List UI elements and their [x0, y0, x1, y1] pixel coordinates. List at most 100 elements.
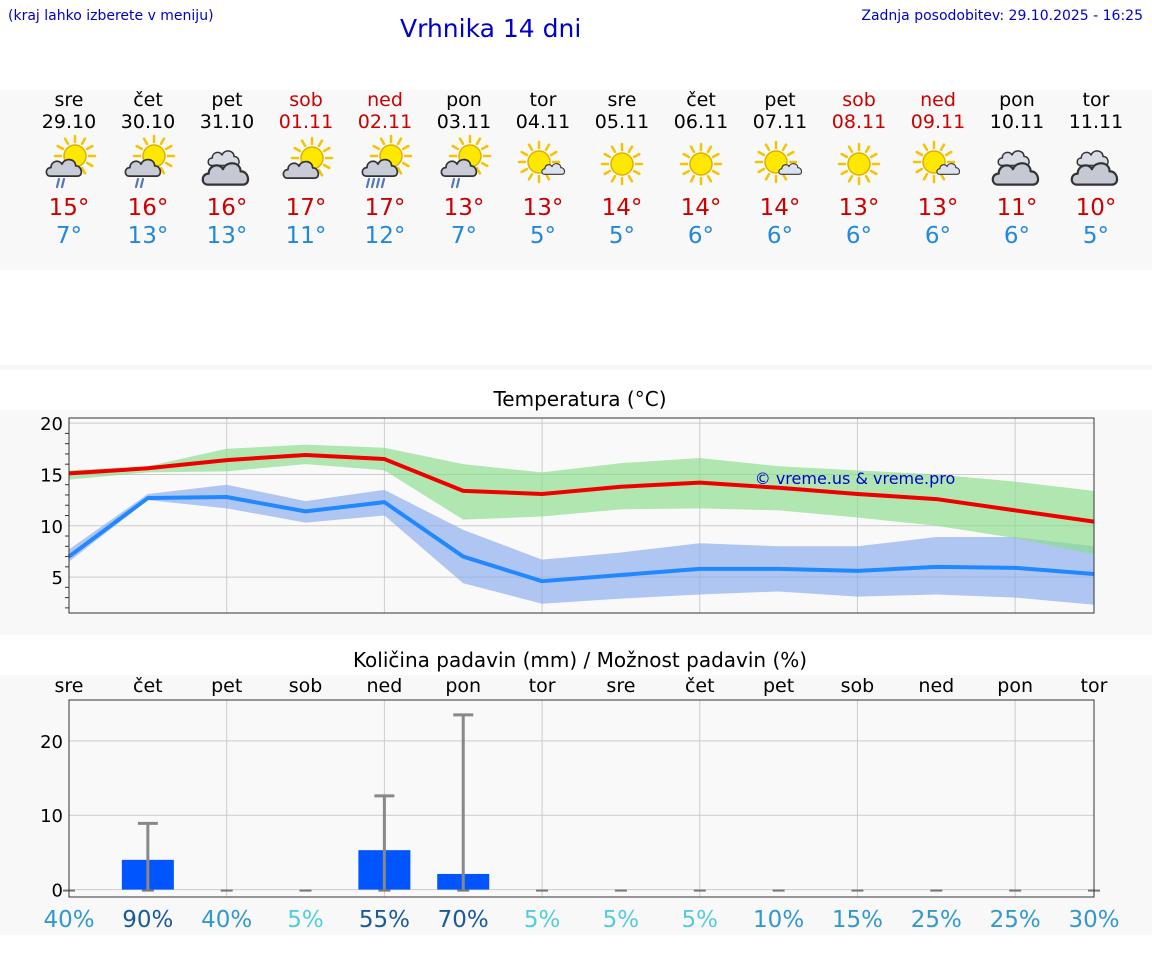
- min-temperature: 5°: [529, 223, 557, 249]
- precip-probability: 70%: [438, 907, 489, 933]
- last-updated: Zadnja posodobitev: 29.10.2025 - 16:25: [861, 8, 1143, 24]
- sun-ray: [847, 174, 854, 183]
- cloud-shape: [541, 163, 566, 175]
- sun-icon: [837, 142, 881, 186]
- forecast-strip: [0, 90, 1152, 270]
- sun-ray: [520, 150, 529, 157]
- cloud-shape: [361, 158, 399, 177]
- series-band-min: [69, 484, 1094, 605]
- cloud-outline: [541, 163, 566, 175]
- sun-ray: [610, 145, 617, 154]
- cloud-shape: [207, 150, 240, 167]
- cloud-shape: [45, 158, 83, 177]
- y-tick-label: 20: [40, 732, 63, 753]
- day-date: 11.11: [1068, 111, 1124, 133]
- sun-ray: [159, 137, 166, 146]
- sun-ray: [944, 150, 953, 157]
- sun-ray: [56, 144, 65, 151]
- watermark: © vreme.us & vreme.pro: [755, 469, 956, 488]
- sun-ray: [80, 137, 87, 146]
- sun-ray: [396, 166, 403, 175]
- sun-ray: [322, 146, 331, 153]
- sun-ray: [632, 152, 641, 159]
- sun-ray: [610, 174, 617, 183]
- y-tick-label: 20: [40, 414, 63, 435]
- day-name: tor: [1082, 89, 1110, 111]
- max-temperature: 10°: [1075, 195, 1117, 221]
- sun-ray: [915, 150, 924, 157]
- precip-probability: 5%: [682, 907, 719, 933]
- series-line-min: [67, 495, 1095, 584]
- cloud-shape: [991, 162, 1040, 186]
- min-temperature: 6°: [924, 223, 952, 249]
- sun-ray: [840, 152, 849, 159]
- sun-cloud-rain-icon: [361, 134, 413, 189]
- cloudy-icon: [1070, 150, 1119, 186]
- day-column: sre 05.11 14° 5°: [577, 90, 667, 250]
- sun-ray: [544, 172, 551, 181]
- x-tick-label: pet: [211, 675, 242, 697]
- sun-ray: [706, 174, 713, 183]
- sun-ray: [475, 166, 482, 175]
- sun-ray: [869, 152, 878, 159]
- day-date: 08.11: [831, 111, 887, 133]
- cloud-outline: [45, 158, 83, 177]
- day-name: tor: [529, 89, 557, 111]
- precip-probability: 40%: [201, 907, 252, 933]
- precip-probability: 40%: [43, 907, 94, 933]
- sun-icon: [600, 142, 644, 186]
- y-tick-label: 15: [40, 465, 63, 486]
- precipitation-chart-title: Količina padavin (mm) / Možnost padavin …: [352, 648, 808, 672]
- sun-ray: [711, 152, 720, 159]
- cloud-outline: [778, 163, 803, 175]
- sun-ray: [142, 137, 149, 146]
- day-name: čet: [133, 89, 163, 111]
- sun-ray: [527, 172, 534, 181]
- cloud-shape: [440, 158, 478, 177]
- cloud-outline: [1076, 150, 1109, 167]
- cloud-outline: [282, 160, 320, 179]
- day-date: 04.11: [515, 111, 571, 133]
- cloud-outline: [936, 163, 961, 175]
- sun-cloud-drizzle-icon: [440, 134, 492, 189]
- day-name: sob: [289, 89, 323, 111]
- sun-ray: [396, 137, 403, 146]
- sun-ray: [781, 172, 788, 181]
- y-tick-label: 5: [52, 568, 63, 589]
- day-name: čet: [686, 89, 716, 111]
- day-column: pet 31.10 16° 13°: [182, 90, 272, 250]
- cloudy-icon: [201, 150, 250, 186]
- y-tick-label: 0: [52, 881, 63, 902]
- sun-ray: [401, 144, 410, 151]
- sun-ray: [764, 172, 771, 181]
- day-name: pon: [446, 89, 482, 111]
- min-temperature: 11°: [285, 223, 327, 249]
- sun-ray: [85, 161, 94, 168]
- sun-ray: [786, 150, 795, 157]
- sun-ray: [475, 137, 482, 146]
- sun-ray: [939, 143, 946, 152]
- max-temperature: 17°: [364, 195, 406, 221]
- day-name: sre: [607, 89, 637, 111]
- precip-probability: 5%: [524, 907, 561, 933]
- series-line-max: [68, 452, 1095, 524]
- cloudy-icon: [991, 150, 1040, 186]
- day-column: ned 02.11 17° 12°: [340, 90, 430, 250]
- min-temperature: 12°: [364, 223, 406, 249]
- sun-ray: [869, 169, 878, 176]
- x-tick-label: tor: [529, 675, 556, 697]
- sun-ray: [922, 172, 929, 181]
- rain-drop: [139, 177, 145, 189]
- sun-shape: [679, 142, 723, 186]
- precip-probability: 5%: [287, 907, 324, 933]
- day-name: ned: [920, 89, 956, 111]
- max-temperature: 13°: [522, 195, 564, 221]
- x-tick-label: sob: [841, 675, 875, 697]
- y-tick-label: 10: [40, 517, 63, 538]
- cloud-outline: [1070, 162, 1119, 186]
- cloud-shape: [201, 162, 250, 186]
- sun-ray: [603, 169, 612, 176]
- day-column: pon 03.11 13° 7°: [419, 90, 509, 250]
- min-temperature: 6°: [845, 223, 873, 249]
- sun-disc: [610, 152, 634, 176]
